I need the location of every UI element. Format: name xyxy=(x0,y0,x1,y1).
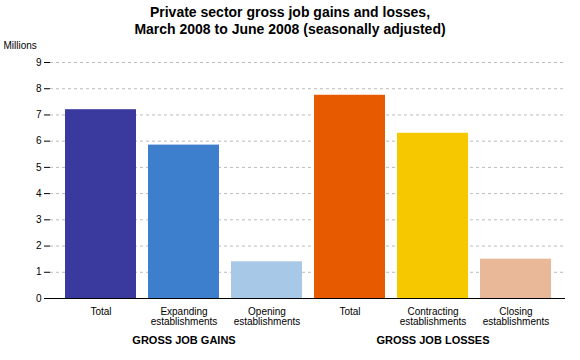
svg-text:Total: Total xyxy=(90,305,111,316)
svg-text:4: 4 xyxy=(36,187,42,198)
svg-text:GROSS JOB LOSSES: GROSS JOB LOSSES xyxy=(376,334,489,346)
html-text:Private sector gross job gains: Private sector gross job gains and losse… xyxy=(134,4,446,37)
svg-text:GROSS JOB GAINS: GROSS JOB GAINS xyxy=(132,334,235,346)
svg-text:6: 6 xyxy=(36,135,42,146)
svg-text:3: 3 xyxy=(36,214,42,225)
svg-text:7: 7 xyxy=(36,109,42,120)
svg-text:Millions: Millions xyxy=(4,39,37,50)
svg-text:Contractingestablishments: Contractingestablishments xyxy=(400,305,467,326)
svg-text:Total: Total xyxy=(339,305,360,316)
svg-text:1: 1 xyxy=(36,266,42,277)
svg-text:2: 2 xyxy=(36,240,42,251)
svg-text:8: 8 xyxy=(36,83,42,94)
svg-text:Closingestablishments: Closingestablishments xyxy=(483,305,550,326)
svg-text:Openingestablishments: Openingestablishments xyxy=(234,305,301,326)
svg-text:5: 5 xyxy=(36,161,42,172)
svg-text:9: 9 xyxy=(36,56,42,67)
svg-text:Expandingestablishments: Expandingestablishments xyxy=(151,305,218,326)
svg-text:0: 0 xyxy=(36,292,42,303)
